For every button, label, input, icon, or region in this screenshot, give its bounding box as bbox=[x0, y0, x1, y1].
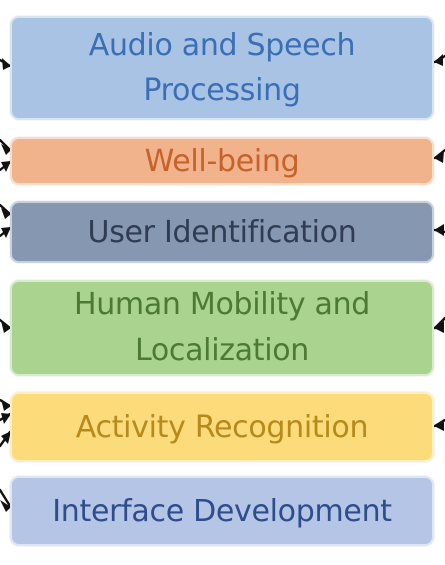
box-label-line: Human Mobility and bbox=[73, 287, 371, 322]
box-label-line: Interface Development bbox=[52, 493, 392, 529]
arrowhead-right-4 bbox=[434, 321, 444, 333]
box-label-line: Audio and Speech bbox=[88, 28, 356, 63]
box-user-identification: User Identification bbox=[10, 201, 434, 263]
box-label-line: Processing bbox=[143, 73, 301, 108]
arrowhead-left-5b bbox=[1, 413, 11, 424]
arrowhead-right-2 bbox=[434, 151, 444, 163]
arrowhead-right-3 bbox=[434, 224, 444, 236]
arrowhead-left-5c bbox=[1, 431, 11, 444]
arrowhead-left-3b bbox=[1, 227, 11, 238]
arrow-left-6 bbox=[0, 488, 12, 508]
arrow-left-2a bbox=[0, 138, 12, 152]
arrowhead-left-3a bbox=[1, 208, 11, 219]
arrowhead-left-2a bbox=[1, 144, 11, 155]
box-label-line: Well-being bbox=[144, 143, 300, 179]
arrowhead-left-6 bbox=[0, 500, 11, 512]
box-well-being: Well-being bbox=[10, 137, 434, 185]
box-label-line: Localization bbox=[134, 333, 310, 368]
arrowhead-left-4 bbox=[1, 321, 11, 333]
arrowhead-right-5 bbox=[434, 419, 444, 431]
arrowhead-left-1 bbox=[2, 58, 11, 70]
box-audio-speech-processing: Audio and Speech Processing bbox=[10, 16, 434, 120]
box-label-line: User Identification bbox=[87, 214, 357, 250]
arrowhead-left-5a bbox=[1, 399, 11, 411]
box-interface-development: Interface Development bbox=[10, 476, 434, 546]
arrowhead-right-1 bbox=[434, 54, 443, 66]
box-label-line: Activity Recognition bbox=[75, 409, 369, 445]
arrowhead-left-2b bbox=[1, 161, 11, 172]
box-activity-recognition: Activity Recognition bbox=[10, 392, 434, 462]
box-human-mobility-localization: Human Mobility and Localization bbox=[10, 280, 434, 376]
